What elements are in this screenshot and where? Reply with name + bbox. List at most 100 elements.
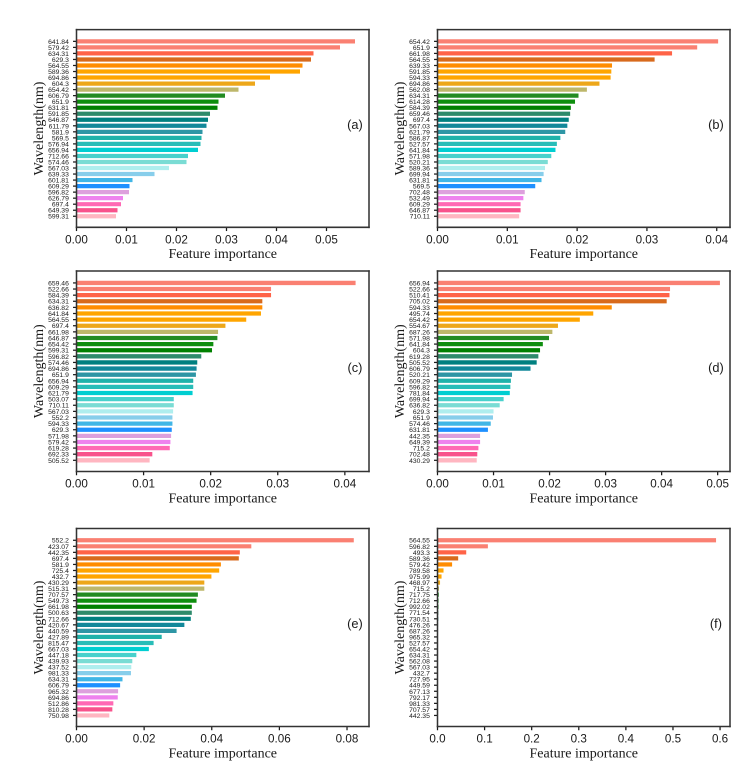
svg-text:0.06: 0.06 [268,732,291,745]
svg-text:512.86: 512.86 [48,701,69,708]
svg-text:0.02: 0.02 [165,233,188,246]
svg-text:712.66: 712.66 [409,598,430,605]
svg-text:727.95: 727.95 [409,677,430,684]
svg-text:596.82: 596.82 [409,544,430,551]
svg-text:634.31: 634.31 [48,299,69,306]
svg-text:571.98: 571.98 [409,335,430,342]
svg-text:646.87: 646.87 [48,117,69,124]
svg-text:520.21: 520.21 [409,372,430,379]
svg-text:500.63: 500.63 [48,610,69,617]
svg-text:712.66: 712.66 [48,616,69,623]
svg-text:579.42: 579.42 [48,439,69,446]
svg-text:641.84: 641.84 [409,342,430,349]
svg-text:654.42: 654.42 [48,342,69,349]
svg-text:468.97: 468.97 [409,580,430,587]
svg-text:0.01: 0.01 [132,477,155,490]
svg-text:631.81: 631.81 [48,105,69,112]
svg-text:0.0: 0.0 [429,732,446,745]
svg-text:439.93: 439.93 [48,659,69,666]
svg-text:567.03: 567.03 [48,409,69,416]
svg-text:0.00: 0.00 [65,477,88,490]
svg-text:702.48: 702.48 [409,452,430,459]
svg-text:694.86: 694.86 [48,75,69,82]
svg-text:631.81: 631.81 [409,427,430,434]
svg-text:609.29: 609.29 [48,184,69,191]
svg-text:651.9: 651.9 [413,415,430,422]
svg-text:717.75: 717.75 [409,592,430,599]
svg-text:0.00: 0.00 [65,732,88,745]
svg-text:810.28: 810.28 [48,707,69,714]
svg-text:567.03: 567.03 [409,123,430,130]
svg-text:634.31: 634.31 [48,51,69,58]
svg-text:0.03: 0.03 [215,233,238,246]
svg-text:589.36: 589.36 [48,69,69,76]
svg-text:0.04: 0.04 [200,732,223,745]
svg-text:694.86: 694.86 [48,366,69,373]
svg-text:646.87: 646.87 [409,208,430,215]
svg-text:707.57: 707.57 [409,707,430,714]
svg-text:629.3: 629.3 [52,427,69,434]
svg-text:0.02: 0.02 [538,477,561,490]
svg-text:697.4: 697.4 [52,202,69,209]
svg-text:661.98: 661.98 [48,604,69,611]
svg-text:609.29: 609.29 [48,384,69,391]
svg-text:667.03: 667.03 [48,646,69,653]
svg-text:520.21: 520.21 [409,159,430,166]
svg-text:0.02: 0.02 [199,477,222,490]
svg-text:609.29: 609.29 [409,378,430,385]
svg-text:771.54: 771.54 [409,610,430,617]
svg-text:601.81: 601.81 [48,178,69,185]
svg-text:781.84: 781.84 [409,390,430,397]
svg-text:611.79: 611.79 [49,123,70,130]
svg-text:659.46: 659.46 [48,280,69,287]
svg-text:574.46: 574.46 [409,421,430,428]
svg-text:495.74: 495.74 [409,311,430,318]
svg-text:687.26: 687.26 [409,628,430,635]
svg-text:432.7: 432.7 [413,671,430,678]
svg-text:Wavelength(nm): Wavelength(nm) [393,324,408,418]
svg-text:596.82: 596.82 [48,354,69,361]
svg-text:0.01: 0.01 [115,233,138,246]
svg-text:574.46: 574.46 [48,159,69,166]
svg-text:599.31: 599.31 [48,348,69,355]
svg-text:510.41: 510.41 [409,293,430,300]
svg-text:552.2: 552.2 [52,538,69,545]
svg-text:567.03: 567.03 [409,665,430,672]
svg-text:710.11: 710.11 [49,403,70,410]
svg-text:750.98: 750.98 [48,713,69,720]
svg-text:606.79: 606.79 [48,93,69,100]
svg-text:656.94: 656.94 [48,378,69,385]
svg-text:792.17: 792.17 [409,695,430,702]
svg-text:636.82: 636.82 [409,403,430,410]
svg-text:639.33: 639.33 [48,172,69,179]
svg-text:715.2: 715.2 [413,446,430,453]
svg-text:687.26: 687.26 [409,329,430,336]
svg-text:599.31: 599.31 [48,214,69,221]
svg-text:594.33: 594.33 [409,75,430,82]
svg-text:705.02: 705.02 [409,299,430,306]
svg-text:629.3: 629.3 [52,57,69,64]
svg-text:692.33: 692.33 [48,452,69,459]
svg-text:503.07: 503.07 [48,397,69,404]
svg-text:552.2: 552.2 [52,415,69,422]
svg-text:505.52: 505.52 [409,360,430,367]
svg-text:699.94: 699.94 [409,172,430,179]
svg-text:476.26: 476.26 [409,622,430,629]
svg-text:430.29: 430.29 [48,580,69,587]
svg-text:594.33: 594.33 [48,421,69,428]
svg-text:(d): (d) [708,360,724,375]
svg-text:710.11: 710.11 [410,214,431,221]
svg-text:629.3: 629.3 [413,409,430,416]
svg-text:442.35: 442.35 [409,433,430,440]
svg-text:Wavelength(nm): Wavelength(nm) [393,580,408,674]
svg-text:589.36: 589.36 [409,165,430,172]
svg-text:Feature importance: Feature importance [529,746,638,761]
svg-text:707.57: 707.57 [48,592,69,599]
svg-text:Feature importance: Feature importance [168,491,277,506]
svg-text:Feature importance: Feature importance [529,491,638,506]
svg-text:656.94: 656.94 [409,280,430,287]
svg-text:0.01: 0.01 [496,233,519,246]
svg-text:574.46: 574.46 [48,360,69,367]
svg-text:(f): (f) [710,616,722,631]
svg-text:649.39: 649.39 [48,208,69,215]
